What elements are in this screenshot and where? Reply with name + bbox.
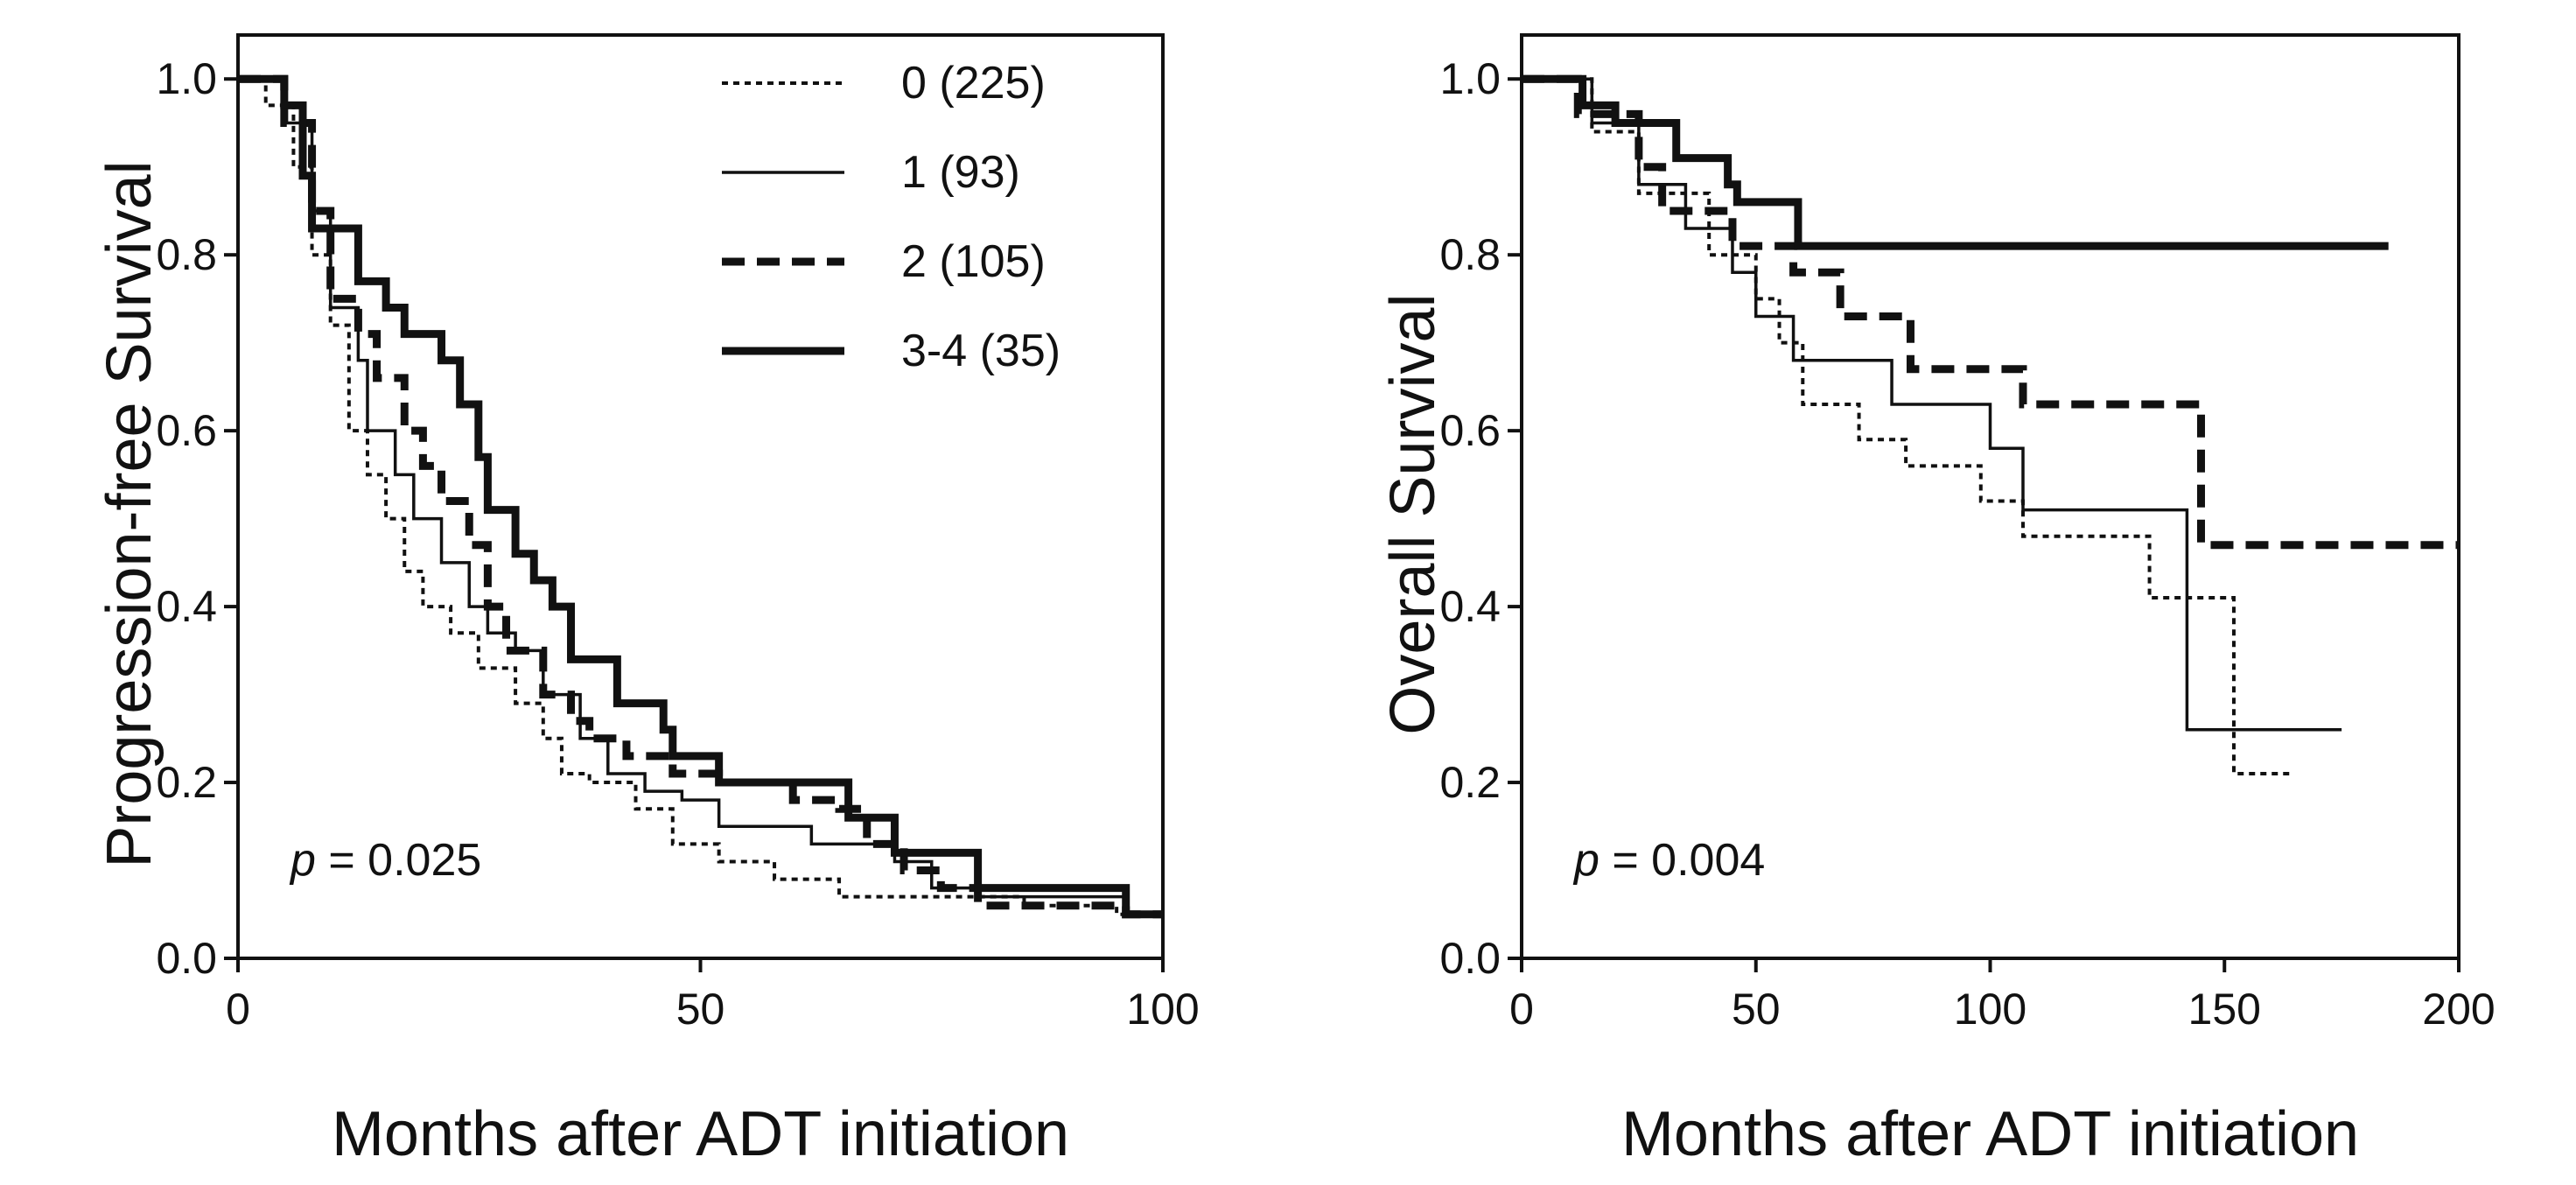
- legend-label: 0 (225): [901, 58, 1046, 109]
- x-tick-label: 50: [676, 985, 725, 1034]
- survival-curve-1: [1522, 77, 2342, 732]
- survival-curve-0: [238, 77, 1163, 916]
- y-axis-title: Overall Survival: [1378, 293, 1448, 734]
- p-symbol: p: [289, 835, 316, 886]
- x-tick-label: 50: [1732, 985, 1781, 1034]
- survival-curve-3-4: [1522, 74, 2389, 250]
- p-value-annotation: p = 0.025: [289, 835, 481, 886]
- x-tick-label: 0: [226, 985, 250, 1034]
- survival-curve-0: [1522, 77, 2291, 775]
- p-symbol: p: [1572, 835, 1600, 886]
- legend-label: 2 (105): [901, 236, 1046, 287]
- y-tick-label: 0.6: [156, 406, 217, 455]
- y-tick-label: 0.2: [1439, 758, 1501, 807]
- plot-frame: [1520, 33, 2460, 960]
- survival-curve-3-4: [238, 74, 1163, 919]
- x-tick-label: 200: [2422, 985, 2495, 1034]
- os-panel: 0.0 0.2 0.4 0.6 0.8 1.0 0 50 100 150 200 Months aft…: [1378, 33, 2496, 1169]
- plot-frame: [236, 33, 1165, 960]
- y-tick-label: 0.6: [1439, 406, 1501, 455]
- survival-curve-2: [238, 74, 1163, 919]
- pfs-panel: 0.0 0.2 0.4 0.6 0.8 1.0 0 50 100 Months after ADT…: [94, 33, 1200, 1169]
- x-tick-label: 100: [1126, 985, 1199, 1034]
- y-tick-label: 0.2: [156, 758, 217, 807]
- legend-label: 1 (93): [901, 147, 1020, 198]
- x-tick-label: 100: [1954, 985, 2026, 1034]
- y-tick-label: 0.4: [1439, 582, 1501, 631]
- x-tick-label: 0: [1509, 985, 1534, 1034]
- x-tick-label: 150: [2188, 985, 2261, 1034]
- x-axis-title: Months after ADT initiation: [332, 1099, 1069, 1169]
- y-tick-label: 1.0: [156, 54, 217, 103]
- survival-curve-1: [238, 77, 1163, 916]
- y-tick-label: 1.0: [1439, 54, 1501, 103]
- y-tick-label: 0.0: [1439, 934, 1501, 983]
- y-tick-label: 0.4: [156, 582, 217, 631]
- survival-curve-2: [1522, 74, 2459, 550]
- y-axis-title: Progression-free Survival: [94, 160, 164, 867]
- p-value-annotation: p = 0.004: [1572, 835, 1765, 886]
- legend-label: 3-4 (35): [901, 326, 1060, 376]
- x-axis-title: Months after ADT initiation: [1621, 1099, 2359, 1169]
- y-tick-label: 0.8: [1439, 230, 1501, 279]
- y-tick-label: 0.0: [156, 934, 217, 983]
- p-value: = 0.025: [316, 835, 481, 886]
- y-tick-label: 0.8: [156, 230, 217, 279]
- p-value: = 0.004: [1600, 835, 1765, 886]
